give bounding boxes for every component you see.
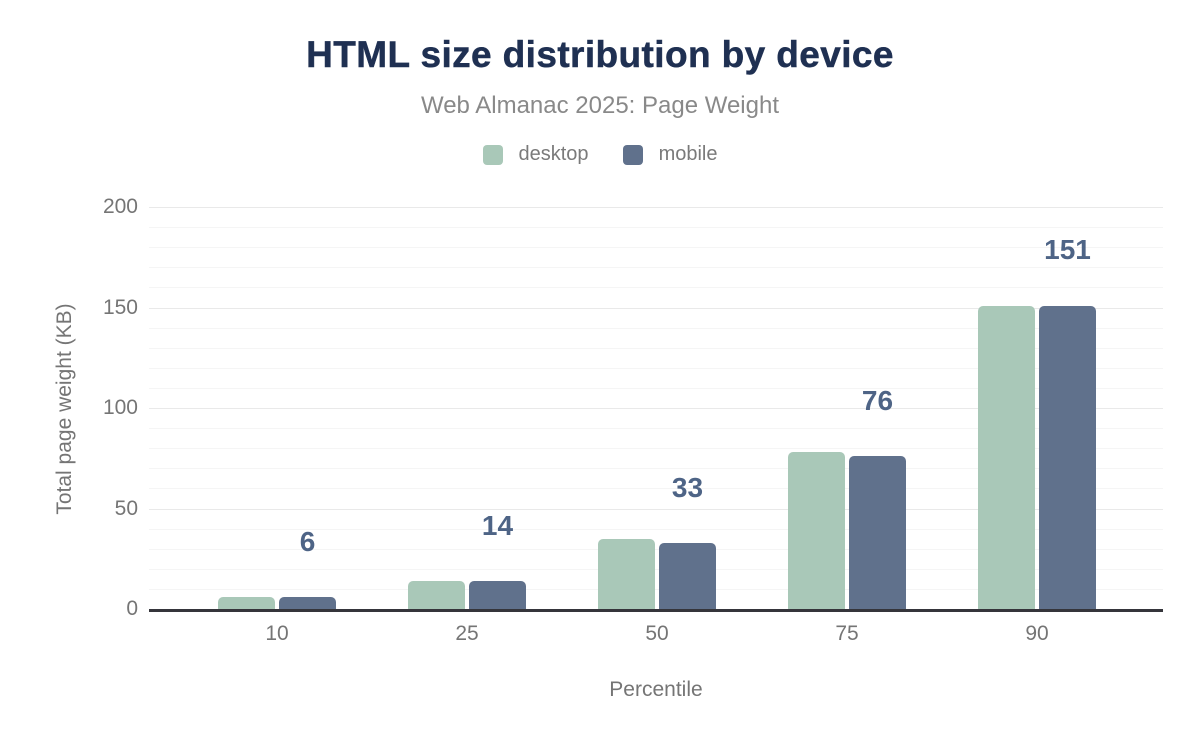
gridline-200 bbox=[149, 207, 1163, 208]
y-tick-100: 100 bbox=[102, 396, 138, 419]
x-axis-title: Percentile bbox=[609, 678, 703, 701]
gridline-110 bbox=[149, 387, 1163, 389]
value-label-p50: 33 bbox=[671, 471, 704, 503]
gridline-10 bbox=[149, 588, 1163, 590]
legend-label-mobile: mobile bbox=[658, 143, 718, 165]
gridline-120 bbox=[149, 367, 1163, 369]
chart-subtitle: Web Almanac 2025: Page Weight bbox=[420, 92, 779, 119]
gridline-130 bbox=[149, 347, 1163, 349]
value-label-p75: 76 bbox=[861, 385, 894, 417]
y-tick-50: 50 bbox=[114, 496, 138, 520]
legend: desktop mobile bbox=[0, 143, 1200, 166]
gridline-80 bbox=[149, 448, 1163, 450]
gridline-20 bbox=[149, 568, 1163, 570]
gridline-70 bbox=[149, 468, 1163, 470]
gridline-100 bbox=[149, 408, 1163, 409]
bar-mobile-p75 bbox=[849, 456, 906, 609]
y-tick-150: 150 bbox=[102, 295, 138, 319]
bar-desktop-p25 bbox=[408, 580, 465, 609]
x-tick-75: 75 bbox=[835, 622, 859, 645]
bar-desktop-p75 bbox=[788, 452, 845, 609]
bar-mobile-p50 bbox=[659, 542, 716, 609]
gridline-50 bbox=[149, 508, 1163, 510]
bar-mobile-p10 bbox=[279, 596, 336, 609]
y-axis-title: Total page weight (KB) bbox=[53, 303, 76, 515]
desktop-swatch-icon bbox=[482, 144, 503, 165]
bar-desktop-p50 bbox=[598, 538, 655, 609]
value-label-p90: 151 bbox=[1044, 234, 1091, 266]
bar-desktop-p10 bbox=[218, 596, 275, 609]
bar-mobile-p25 bbox=[469, 580, 526, 609]
x-tick-90: 90 bbox=[1025, 622, 1049, 645]
bar-mobile-p90 bbox=[1039, 305, 1096, 609]
gridline-190 bbox=[149, 227, 1163, 229]
mobile-swatch-icon bbox=[622, 144, 643, 165]
gridline-140 bbox=[149, 327, 1163, 329]
gridline-60 bbox=[149, 488, 1163, 490]
gridline-180 bbox=[149, 247, 1163, 249]
value-label-p10: 6 bbox=[299, 525, 316, 557]
x-tick-25: 25 bbox=[455, 622, 479, 645]
gridline-30 bbox=[149, 548, 1163, 550]
gridline-40 bbox=[149, 528, 1163, 530]
gridline-170 bbox=[149, 267, 1163, 269]
legend-item-desktop[interactable]: desktop bbox=[482, 143, 589, 166]
y-tick-200: 200 bbox=[102, 195, 138, 218]
gridline-150 bbox=[149, 307, 1163, 309]
gridline-90 bbox=[149, 428, 1163, 430]
x-tick-10: 10 bbox=[265, 622, 289, 645]
chart-title: HTML size distribution by device bbox=[306, 34, 894, 76]
legend-item-mobile[interactable]: mobile bbox=[622, 143, 718, 166]
plot-area: 10 6 25 14 50 33 75 76 90 151 bbox=[149, 207, 1163, 645]
gridline-160 bbox=[149, 287, 1163, 289]
bar-desktop-p90 bbox=[978, 305, 1035, 609]
x-tick-50: 50 bbox=[645, 622, 669, 645]
legend-label-desktop: desktop bbox=[518, 143, 589, 165]
y-axis-ticks: 0 50 100 150 200 bbox=[40, 196, 138, 620]
value-label-p25: 14 bbox=[481, 509, 514, 541]
y-tick-0: 0 bbox=[126, 597, 138, 620]
